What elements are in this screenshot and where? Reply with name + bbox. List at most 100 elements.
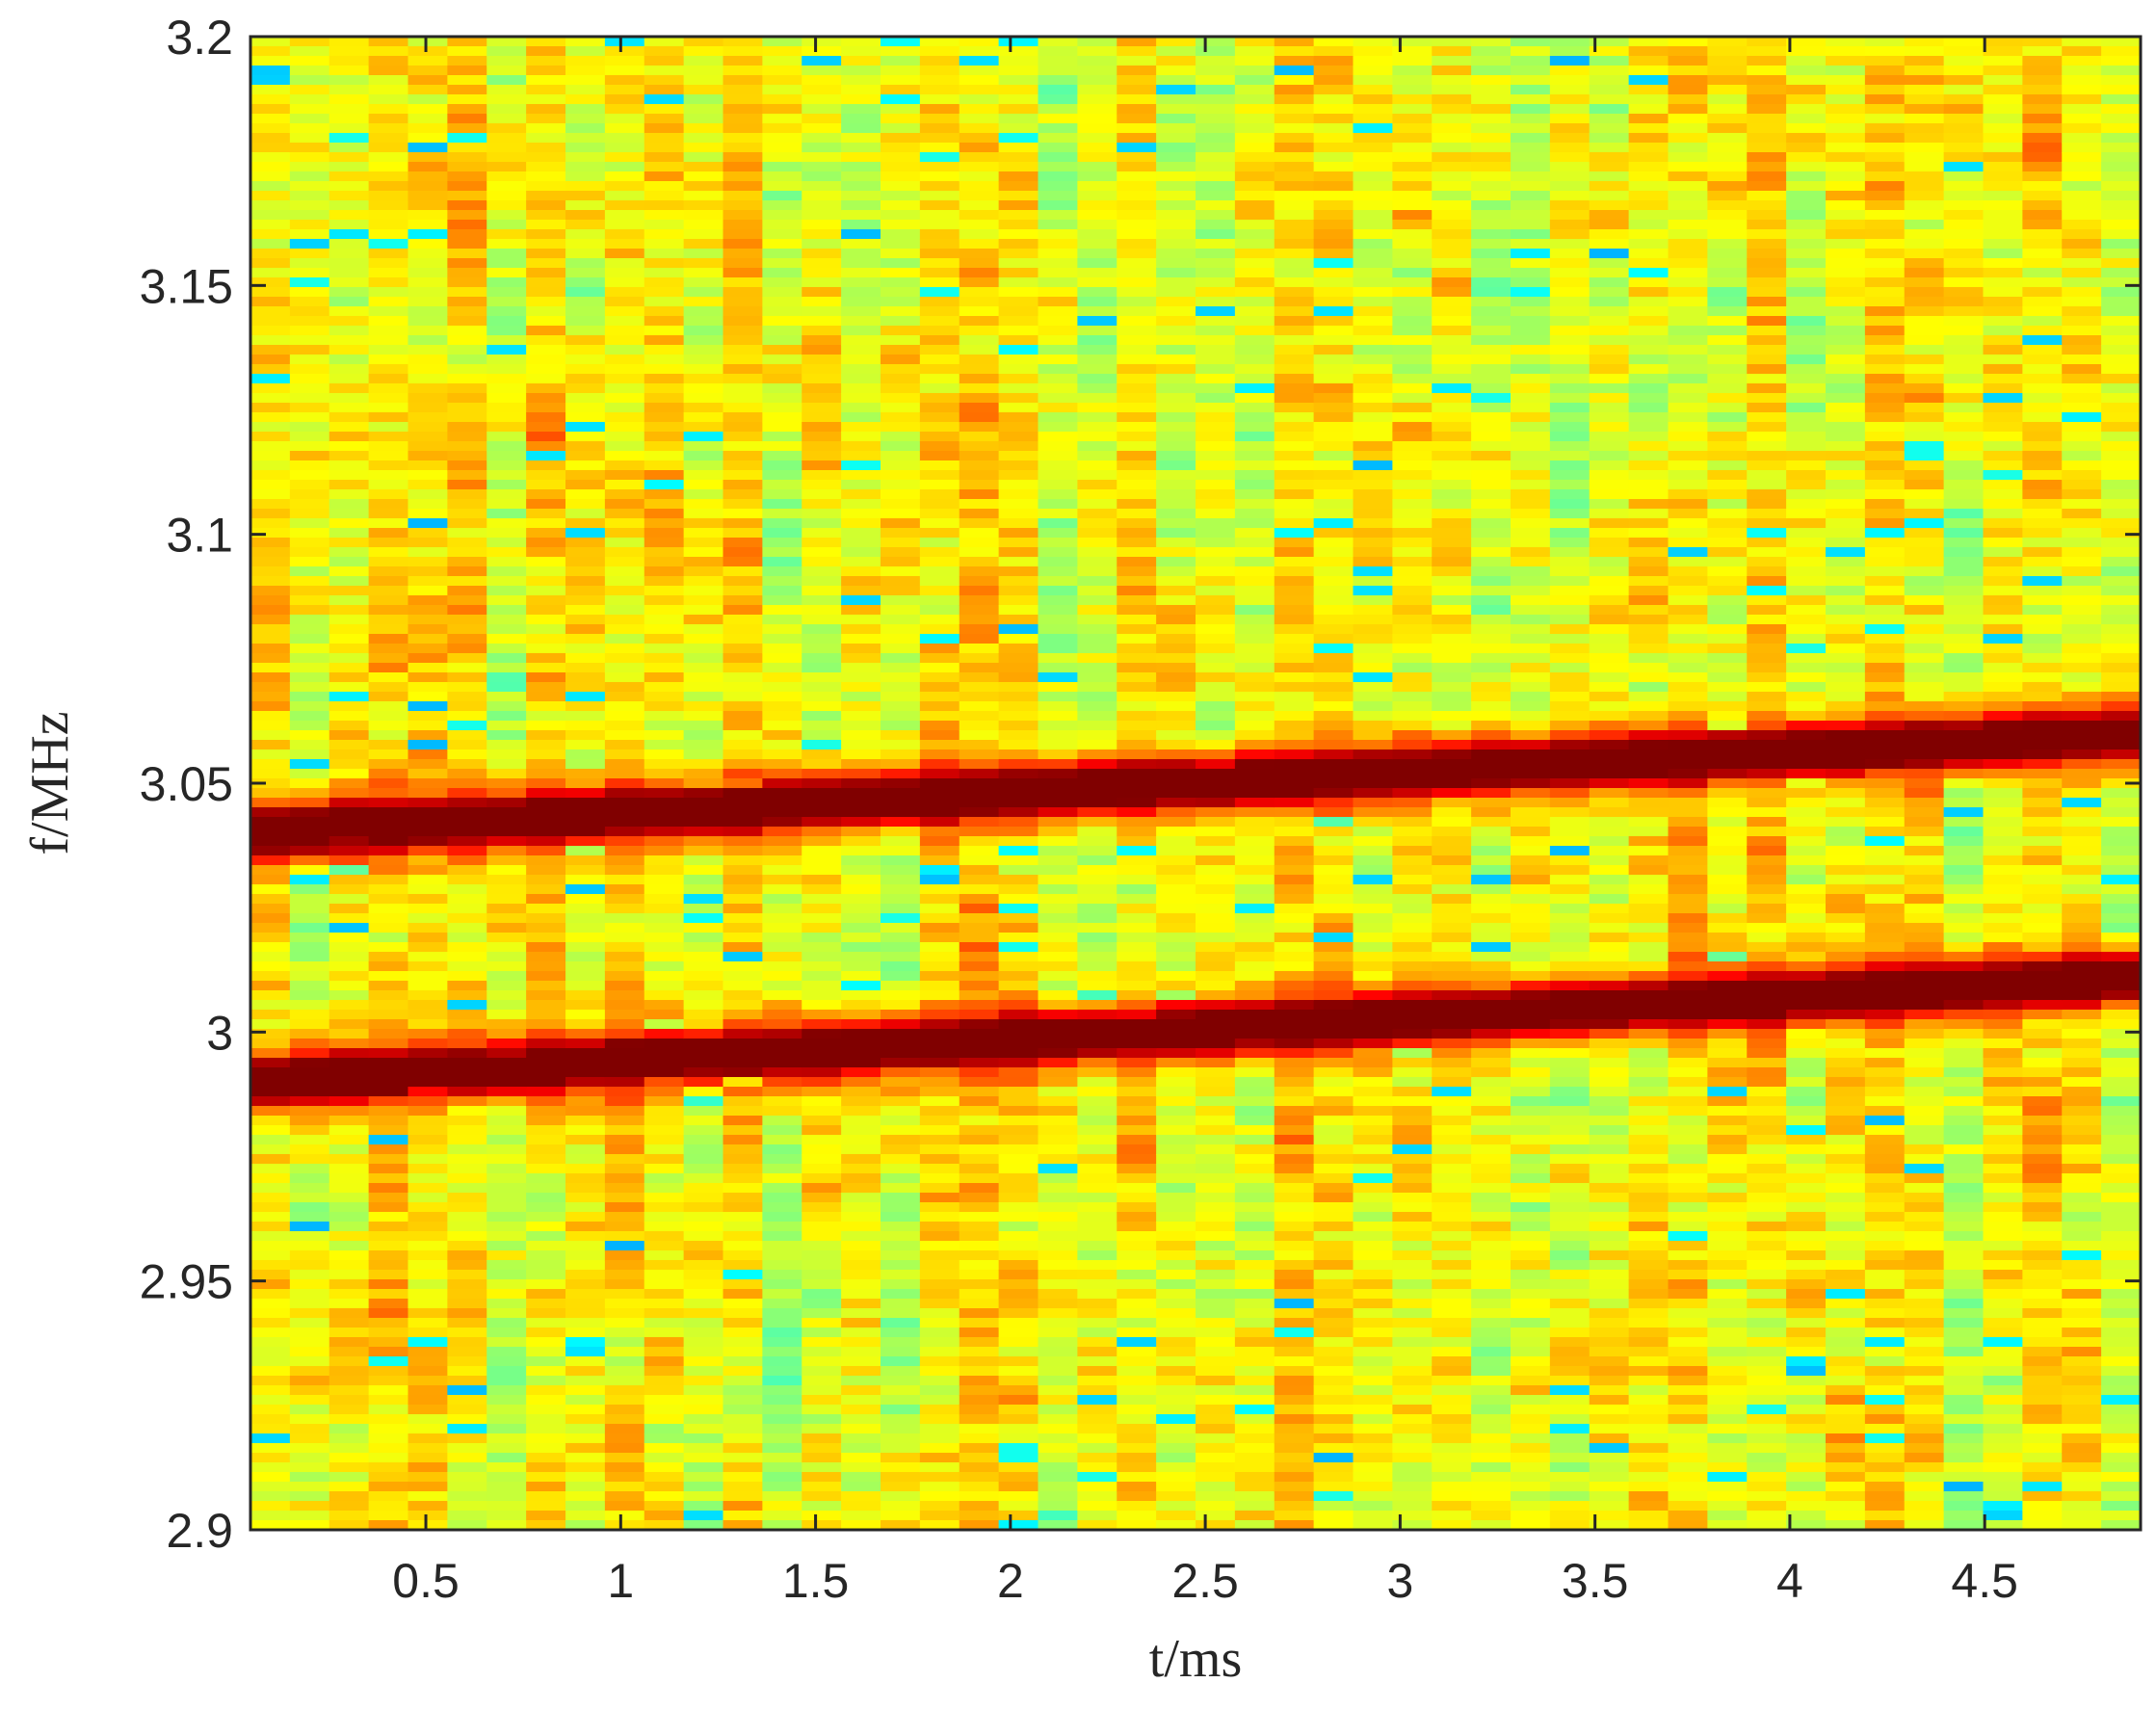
heatmap-cell (1353, 778, 1393, 789)
heatmap-cell (1432, 191, 1472, 201)
heatmap-cell (1511, 152, 1551, 163)
heatmap-cell (1117, 258, 1157, 269)
heatmap-cell (447, 961, 487, 972)
heatmap-cell (604, 518, 645, 529)
heatmap-cell (644, 104, 685, 115)
heatmap-cell (998, 1222, 1039, 1232)
heatmap-cell (565, 171, 606, 182)
heatmap-cell (762, 1241, 802, 1251)
heatmap-cell (959, 904, 1000, 914)
heatmap-cell (762, 1482, 802, 1492)
heatmap-cell (408, 1424, 448, 1434)
heatmap-cell (1392, 730, 1433, 741)
heatmap-cell (1274, 509, 1315, 519)
heatmap-cell (881, 229, 921, 240)
heatmap-cell (486, 538, 527, 548)
heatmap-cell (723, 200, 763, 211)
heatmap-cell (762, 942, 802, 953)
heatmap-cell (1471, 1019, 1512, 1030)
heatmap-cell (1117, 595, 1157, 606)
heatmap-cell (408, 817, 448, 828)
heatmap-cell (1274, 1520, 1315, 1530)
heatmap-cell (1117, 1212, 1157, 1223)
heatmap-cell (604, 412, 645, 423)
heatmap-cell (1353, 1356, 1393, 1367)
heatmap-cell (250, 1491, 291, 1502)
heatmap-cell (1471, 1289, 1512, 1300)
heatmap-cell (565, 258, 606, 269)
heatmap-cell (1156, 547, 1196, 558)
heatmap-cell (1077, 66, 1117, 76)
heatmap-cell (1432, 827, 1472, 837)
heatmap-cell (1196, 1000, 1236, 1011)
heatmap-cell (1038, 133, 1078, 144)
heatmap-cell (998, 1039, 1039, 1049)
heatmap-cell (1156, 66, 1196, 76)
heatmap-cell (408, 595, 448, 606)
heatmap-cell (959, 817, 1000, 828)
heatmap-cell (919, 1520, 960, 1530)
heatmap-cell (565, 1125, 606, 1136)
heatmap-cell (1471, 518, 1512, 529)
heatmap-cell (723, 1039, 763, 1049)
heatmap-cell (368, 836, 409, 847)
heatmap-cell (368, 422, 409, 433)
heatmap-cell (881, 1347, 921, 1357)
heatmap-cell (644, 383, 685, 394)
heatmap-cell (841, 1347, 881, 1357)
heatmap-cell (998, 297, 1039, 307)
heatmap-cell (1313, 1222, 1354, 1232)
heatmap-cell (1077, 1462, 1117, 1473)
heatmap-cell (526, 1395, 566, 1406)
heatmap-cell (408, 528, 448, 539)
heatmap-cell (1234, 191, 1275, 201)
heatmap-cell (1234, 104, 1275, 115)
heatmap-cell (1432, 114, 1472, 124)
heatmap-cell (959, 788, 1000, 799)
heatmap-cell (841, 1164, 881, 1174)
heatmap-cell (841, 1039, 881, 1049)
heatmap-cell (1471, 75, 1512, 86)
heatmap-cell (526, 229, 566, 240)
heatmap-cell (802, 1482, 842, 1492)
heatmap-cell (329, 672, 370, 683)
heatmap-cell (841, 383, 881, 394)
heatmap-cell (1313, 1250, 1354, 1261)
heatmap-cell (565, 855, 606, 866)
heatmap-cell (604, 942, 645, 953)
heatmap-cell (329, 653, 370, 664)
heatmap-cell (998, 200, 1039, 211)
heatmap-cell (604, 1058, 645, 1068)
heatmap-cell (683, 460, 724, 471)
heatmap-cell (408, 220, 448, 230)
heatmap-cell (486, 827, 527, 837)
heatmap-cell (329, 94, 370, 105)
heatmap-cell (1234, 865, 1275, 876)
heatmap-cell (644, 1356, 685, 1367)
heatmap-cell (919, 306, 960, 317)
heatmap-cell (329, 1395, 370, 1406)
heatmap-cell (841, 412, 881, 423)
heatmap-cell (565, 518, 606, 529)
heatmap-cell (762, 37, 802, 47)
heatmap-cell (289, 1135, 330, 1145)
heatmap-cell (486, 595, 527, 606)
heatmap-cell (368, 499, 409, 510)
heatmap-cell (1156, 923, 1196, 933)
heatmap-cell (447, 210, 487, 221)
heatmap-cell (998, 692, 1039, 702)
heatmap-cell (1038, 798, 1078, 808)
heatmap-cell (1392, 143, 1433, 153)
heatmap-cell (250, 759, 291, 770)
heatmap-cell (802, 653, 842, 664)
heatmap-cell (604, 817, 645, 828)
heatmap-cell (1234, 1270, 1275, 1280)
heatmap-cell (250, 1405, 291, 1415)
heatmap-cell (802, 923, 842, 933)
heatmap-cell (1196, 624, 1236, 635)
heatmap-cell (1117, 1125, 1157, 1136)
heatmap-cell (762, 66, 802, 76)
heatmap-cell (408, 1096, 448, 1107)
heatmap-cell (1313, 865, 1354, 876)
heatmap-cell (408, 355, 448, 365)
